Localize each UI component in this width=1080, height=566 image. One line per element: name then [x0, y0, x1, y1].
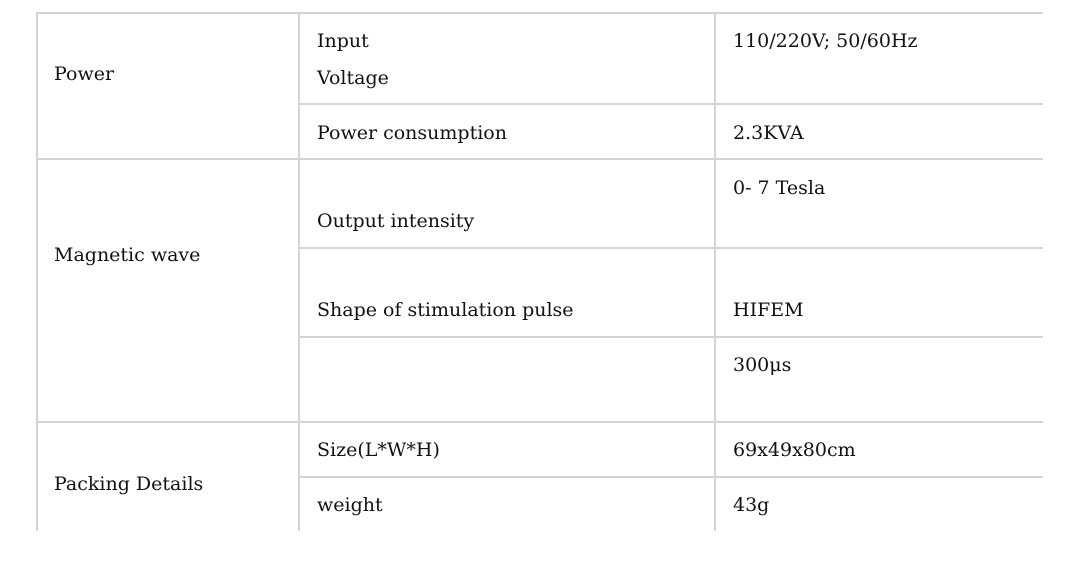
row-divider: [37, 421, 1043, 423]
group-label-power: Power: [54, 63, 115, 85]
param-power-consumption: Power consumption: [317, 122, 507, 144]
row-divider: [37, 12, 1043, 14]
param-weight: weight: [317, 494, 383, 516]
specification-table: Power Input Voltage 110/220V; 50/60Hz Po…: [36, 12, 1043, 531]
value-output-intensity: 0- 7 Tesla: [733, 177, 826, 199]
value-power-consumption: 2.3KVA: [733, 122, 804, 144]
param-output-intensity: Output intensity: [317, 210, 475, 232]
param-input-voltage-line1: Input: [317, 30, 369, 52]
column-divider: [36, 12, 38, 531]
value-pulse-width: 300μs: [733, 354, 792, 376]
group-label-magnetic-wave: Magnetic wave: [54, 244, 201, 266]
value-pulse-shape: HIFEM: [733, 299, 804, 321]
param-pulse-shape: Shape of stimulation pulse: [317, 299, 574, 321]
value-size: 69x49x80cm: [733, 439, 856, 461]
group-label-packing-details: Packing Details: [54, 473, 204, 495]
row-divider: [299, 247, 1043, 249]
param-size: Size(L*W*H): [317, 439, 440, 461]
row-divider: [299, 476, 1043, 478]
row-divider: [37, 158, 1043, 160]
column-divider: [298, 12, 300, 531]
value-input-voltage: 110/220V; 50/60Hz: [733, 30, 918, 52]
column-divider: [714, 12, 716, 531]
value-weight: 43g: [733, 494, 770, 516]
row-divider: [299, 336, 1043, 338]
param-input-voltage-line2: Voltage: [317, 67, 389, 89]
row-divider: [299, 103, 1043, 105]
